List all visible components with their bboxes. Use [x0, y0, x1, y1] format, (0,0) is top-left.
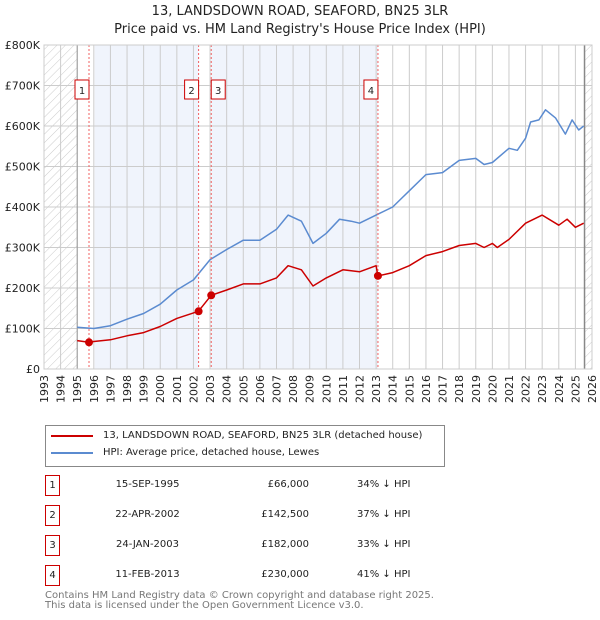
x-tick-label: 2002	[187, 375, 200, 403]
sale-label-box	[210, 79, 226, 100]
sale-price: £142,500	[261, 509, 309, 520]
y-tick-label: £300K	[5, 242, 41, 255]
x-tick-label: 2007	[270, 375, 283, 403]
sale-price: £230,000	[261, 569, 309, 580]
sale-hpi-diff: 41% ↓ HPI	[357, 569, 411, 580]
y-tick-label: £700K	[5, 80, 41, 93]
x-tick-label: 2004	[221, 375, 234, 403]
sale-point	[85, 338, 94, 347]
x-tick-label: 2005	[237, 375, 250, 403]
sale-date: 15-SEP-1995	[115, 479, 180, 490]
sale-point	[194, 307, 203, 316]
legend-item-hpi: HPI: Average price, detached house, Lewe…	[51, 447, 319, 458]
sale-hpi-diff: 33% ↓ HPI	[357, 539, 411, 550]
legend-item-property: 13, LANDSDOWN ROAD, SEAFORD, BN25 3LR (d…	[51, 430, 422, 441]
chart-title: 13, LANDSDOWN ROAD, SEAFORD, BN25 3LR	[151, 4, 449, 19]
sale-date: 24-JAN-2003	[115, 539, 180, 550]
sale-label: 3	[215, 86, 221, 97]
x-tick-label: 2023	[536, 375, 549, 403]
legend-label: 13, LANDSDOWN ROAD, SEAFORD, BN25 3LR (d…	[103, 430, 423, 441]
sale-label: 2	[188, 86, 194, 97]
x-tick-label: 2019	[470, 375, 483, 403]
x-tick-label: 2010	[320, 375, 333, 403]
x-tick-label: 2024	[553, 375, 566, 403]
x-tick-label: 2021	[503, 375, 516, 403]
x-tick-label: 2001	[171, 375, 184, 403]
y-tick-label: £0	[26, 363, 40, 376]
chart-subtitle: Price paid vs. HM Land Registry's House …	[114, 22, 486, 37]
sale-label-box	[363, 79, 379, 100]
y-tick-label: £200K	[5, 282, 41, 295]
y-tick-label: £400K	[5, 201, 41, 214]
x-tick-label: 2026	[586, 375, 599, 403]
x-tick-label: 1993	[38, 375, 51, 403]
price-chart: 1 2 3 4 £0 £100K £200K £300K £400K £500K £600K £700…	[5, 39, 599, 403]
x-tick-label: 2011	[337, 375, 350, 403]
x-tick-label: 2013	[370, 375, 383, 403]
sale-label-box	[74, 79, 90, 100]
x-tick-label: 1999	[138, 375, 151, 403]
x-tick-label: 2017	[437, 375, 450, 403]
x-tick-label: 2014	[387, 375, 400, 403]
y-tick-label: £600K	[5, 120, 41, 133]
sale-label: 4	[368, 86, 374, 97]
x-tick-label: 2000	[154, 375, 167, 403]
sale-date: 22-APR-2002	[115, 509, 180, 520]
footer-line: This data is licensed under the Open Gov…	[45, 600, 364, 611]
x-tick-label: 2025	[569, 375, 582, 403]
sale-point	[207, 291, 216, 300]
x-tick-label: 2016	[420, 375, 433, 403]
x-tick-label: 1995	[71, 375, 84, 403]
x-tick-label: 2022	[520, 375, 533, 403]
x-tick-label: 1996	[88, 375, 101, 403]
footer-line: Contains HM Land Registry data © Crown c…	[45, 590, 434, 601]
sale-number: 4	[45, 565, 60, 586]
legend-label: HPI: Average price, detached house, Lewe…	[103, 447, 320, 458]
x-tick-label: 2020	[486, 375, 499, 403]
sale-hpi-diff: 34% ↓ HPI	[357, 479, 411, 490]
price-paid-line	[77, 214, 585, 344]
x-tick-label: 2003	[204, 375, 217, 403]
sale-price: £182,000	[261, 539, 309, 550]
x-tick-label: 2006	[254, 375, 267, 403]
sale-number: 2	[45, 505, 60, 526]
y-tick-label: £500K	[5, 161, 41, 174]
legend-swatch-blue	[51, 451, 93, 454]
x-tick-label: 2018	[453, 375, 466, 403]
sale-row: 2 22-APR-2002 £142,500 37% ↓ HPI	[45, 505, 445, 526]
sale-row: 4 11-FEB-2013 £230,000 41% ↓ HPI	[45, 565, 445, 586]
x-tick-label: 1997	[104, 375, 117, 403]
sale-point	[373, 271, 382, 280]
sale-hpi-diff: 37% ↓ HPI	[357, 509, 411, 520]
sale-number: 1	[45, 475, 60, 496]
x-tick-label: 2015	[403, 375, 416, 403]
x-tick-label: 2009	[304, 375, 317, 403]
sale-label: 1	[79, 86, 85, 97]
sale-label-box	[184, 79, 200, 100]
legend-swatch-red	[51, 434, 93, 437]
sale-row: 1 15-SEP-1995 £66,000 34% ↓ HPI	[45, 475, 445, 496]
footer-attribution: Contains HM Land Registry data © Crown c…	[45, 591, 434, 611]
sale-price: £66,000	[267, 479, 309, 490]
chart-legend: 13, LANDSDOWN ROAD, SEAFORD, BN25 3LR (d…	[45, 425, 445, 467]
plot-border	[43, 44, 593, 370]
sale-date: 11-FEB-2013	[115, 569, 180, 580]
x-tick-label: 2012	[354, 375, 367, 403]
sale-row: 3 24-JAN-2003 £182,000 33% ↓ HPI	[45, 535, 445, 556]
x-tick-label: 2008	[287, 375, 300, 403]
hpi-line	[77, 109, 585, 330]
x-tick-label: 1994	[55, 375, 68, 403]
sale-number: 3	[45, 535, 60, 556]
x-tick-label: 1998	[121, 375, 134, 403]
y-tick-label: £100K	[5, 323, 41, 336]
y-tick-label: £800K	[5, 39, 41, 52]
